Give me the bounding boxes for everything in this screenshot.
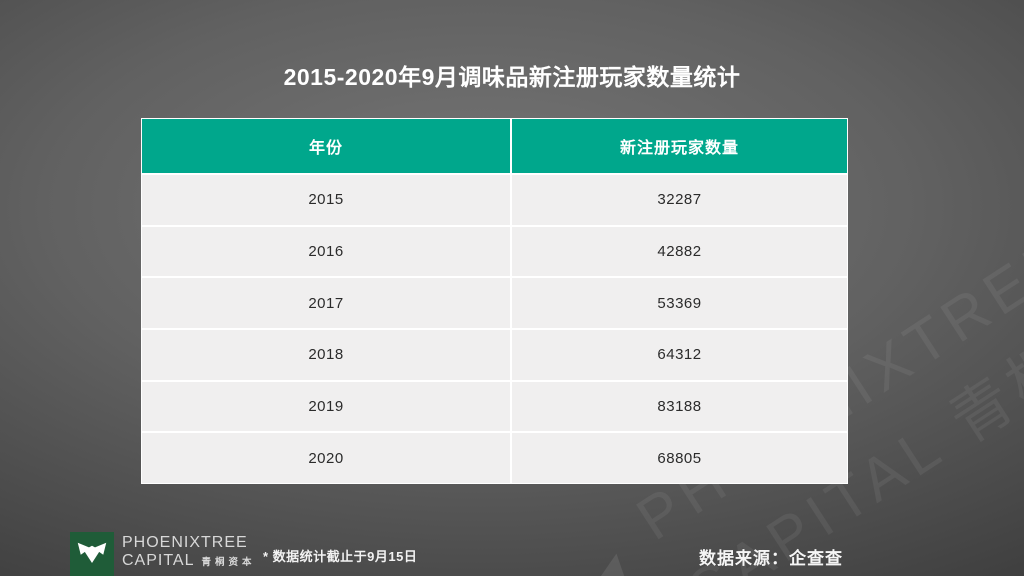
slide-title: 2015-2020年9月调味品新注册玩家数量统计 <box>283 64 741 90</box>
value-cell: 42882 <box>512 226 847 277</box>
table-row: 2017 53369 <box>142 278 847 328</box>
year-cell: 2020 <box>142 433 510 483</box>
logo-text: PHOENIXTREE CAPITAL 青桐资本 <box>122 534 256 571</box>
value-cell: 68805 <box>512 433 847 483</box>
value-cell: 64312 <box>512 330 847 380</box>
header-new-players: 新注册玩家数量 <box>512 119 847 173</box>
year-cell: 2016 <box>142 226 510 277</box>
year-cell: 2018 <box>142 330 510 380</box>
table-row: 2019 83188 <box>142 381 847 432</box>
value-cell: 32287 <box>512 175 847 225</box>
logo-name-cn: 青桐资本 <box>201 557 256 569</box>
year-cell: 2017 <box>142 278 510 328</box>
logo-name-en: PHOENIXTREE <box>122 534 248 551</box>
header-year: 年份 <box>142 119 510 173</box>
table-row: 2015 32287 <box>142 175 847 225</box>
logo-line2: CAPITAL 青桐资本 <box>122 552 256 570</box>
logo-capital: CAPITAL <box>122 552 195 570</box>
value-cell: 83188 <box>512 381 847 432</box>
table-row: 2018 64312 <box>142 330 847 380</box>
value-cell: 53369 <box>512 278 847 328</box>
phoenixtree-cube-icon <box>590 553 630 576</box>
footnote: * 数据统计截止于9月15日 <box>263 549 418 564</box>
year-cell: 2019 <box>142 381 510 432</box>
data-table: 年份 新注册玩家数量 2015 32287 2016 42882 2017 53… <box>141 118 848 484</box>
table-row: 2020 68805 <box>142 433 847 483</box>
year-cell: 2015 <box>142 175 510 225</box>
data-source: 数据来源：企查查 <box>699 549 843 568</box>
phoenixtree-logo <box>70 532 114 576</box>
table-row: 2016 42882 <box>142 226 847 277</box>
phoenixtree-cube-icon <box>77 542 107 563</box>
table-header-row: 年份 新注册玩家数量 <box>142 119 847 173</box>
